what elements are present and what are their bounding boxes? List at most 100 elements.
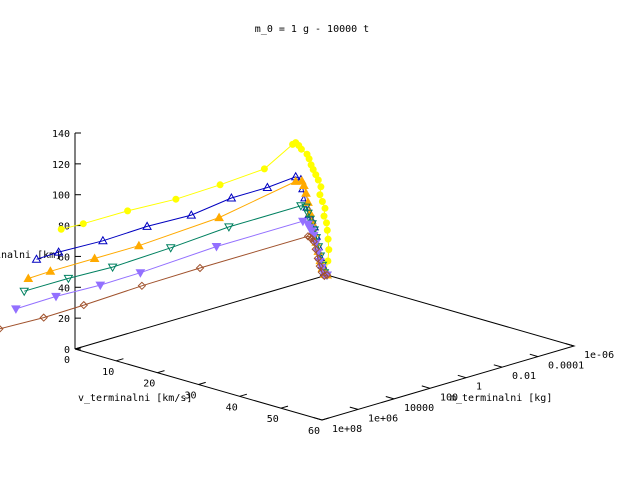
series-4-point-14 xyxy=(165,244,176,253)
m-tick-label: 1 xyxy=(476,382,482,393)
v-tick-label: 20 xyxy=(143,379,155,390)
m-tick-label: 1e+06 xyxy=(368,413,398,424)
tick-labels: 0 20 40 60 80 100 120 140 0 10 20 30 40 50 60 1e+08 1e+0… xyxy=(52,129,614,437)
v-tick-mark xyxy=(239,393,248,397)
series-4-point-15 xyxy=(107,263,118,273)
series-3-point-16 xyxy=(134,240,144,250)
series-2-point-21 xyxy=(31,254,42,263)
m-tick-label: 1e+08 xyxy=(332,424,362,435)
series-6-point-15 xyxy=(0,325,4,333)
m-tick-mark xyxy=(313,417,323,421)
m-tick-label: 1e-06 xyxy=(584,350,614,361)
v-tick-label: 40 xyxy=(226,402,238,413)
m-tick-mark xyxy=(349,406,359,410)
v-tick-label: 10 xyxy=(102,367,114,378)
series-1-point-9 xyxy=(321,204,329,212)
series-5-point-10 xyxy=(303,220,313,230)
series-4-point-17 xyxy=(19,287,30,297)
series-6-point-10 xyxy=(303,232,313,241)
m-tick-label: 100 xyxy=(440,392,458,403)
series-1-point-12 xyxy=(317,183,325,191)
z-tick-label: 100 xyxy=(52,191,70,202)
series-4-point-10 xyxy=(303,209,313,219)
series-1 xyxy=(57,139,333,279)
series-1-line xyxy=(61,141,330,276)
series-6-point-9 xyxy=(305,232,314,242)
series-6-point-6 xyxy=(311,244,320,254)
m-tick-label: 0.0001 xyxy=(548,361,584,372)
z-tick-label: 60 xyxy=(58,252,70,263)
m-tick-mark xyxy=(385,396,395,400)
series-6-point-12 xyxy=(137,281,147,291)
series-group xyxy=(0,139,333,333)
v-tick-mark xyxy=(280,405,289,409)
series-2-point-17 xyxy=(186,210,197,219)
m-axis-label: m_terminalni [kg] xyxy=(450,393,552,404)
series-1-point-26 xyxy=(124,207,132,215)
v-tick-label: 60 xyxy=(308,426,320,437)
series-1-point-4 xyxy=(325,246,333,254)
series-6-point-1 xyxy=(322,270,332,280)
series-4-point-11 xyxy=(301,203,311,213)
series-2-point-19 xyxy=(98,235,108,245)
v-tick-label: 0 xyxy=(64,355,70,366)
series-1-point-25 xyxy=(172,195,180,203)
series-1-point-7 xyxy=(323,219,330,227)
series-1-point-22 xyxy=(289,140,297,148)
h-axis-label: h_terminalni [km] xyxy=(0,250,61,261)
series-3-point-13 xyxy=(297,175,307,185)
series-3-point-19 xyxy=(23,273,34,282)
series-3-line xyxy=(28,180,328,279)
series-5-point-11 xyxy=(298,217,308,227)
series-1-point-5 xyxy=(324,235,332,243)
z-tick-label: 120 xyxy=(52,160,70,171)
series-2-point-15 xyxy=(262,182,273,191)
series-1-point-24 xyxy=(216,181,224,189)
m-tick-mark xyxy=(493,364,503,368)
series-4-point-9 xyxy=(305,215,315,225)
v-tick-label: 30 xyxy=(184,391,196,402)
series-1-point-10 xyxy=(318,198,326,205)
series-2-point-18 xyxy=(142,221,152,230)
series-3-point-18 xyxy=(45,266,56,275)
series-3-point-11 xyxy=(301,188,311,197)
series-1-point-27 xyxy=(79,220,87,228)
series-6-point-8 xyxy=(307,234,316,243)
v-tick-mark xyxy=(116,358,124,362)
series-6-point-13 xyxy=(79,300,89,310)
series-5-point-12 xyxy=(211,243,222,252)
series-2-point-16 xyxy=(226,192,237,202)
v-tick-mark xyxy=(321,417,330,421)
series-1-point-28 xyxy=(57,225,65,233)
series-1-point-16 xyxy=(307,161,315,169)
m-tick-label: 0.01 xyxy=(512,371,536,382)
z-tick-label: 40 xyxy=(58,283,70,294)
series-6-point-5 xyxy=(313,254,323,263)
z-tick-label: 80 xyxy=(58,222,70,233)
z-tick-label: 20 xyxy=(58,314,70,325)
series-1-point-11 xyxy=(316,191,324,199)
series-6-point-3 xyxy=(317,267,327,277)
series-3-point-15 xyxy=(214,212,224,222)
series-4-point-16 xyxy=(63,274,74,284)
series-2-point-20 xyxy=(53,247,64,256)
v-tick-mark xyxy=(74,346,83,350)
series-5-point-16 xyxy=(11,305,21,314)
series-4 xyxy=(19,202,332,297)
m-tick-mark xyxy=(457,374,467,379)
series-5-point-13 xyxy=(135,269,146,278)
v-axis-label: v_terminalni [km/s] xyxy=(78,393,192,404)
m-tick-mark xyxy=(421,385,431,389)
chart-title: m_0 = 1 g - 10000 t xyxy=(255,24,369,35)
series-6-point-14 xyxy=(39,313,48,322)
series-5-point-14 xyxy=(95,281,106,291)
series-3-point-14 xyxy=(290,176,301,185)
v-tick-mark xyxy=(157,370,165,374)
series-4-point-13 xyxy=(224,223,234,232)
z-tick-label: 140 xyxy=(52,129,70,140)
m-tick-mark xyxy=(529,353,539,358)
series-1-point-8 xyxy=(320,212,328,220)
series-6-point-7 xyxy=(309,237,318,246)
